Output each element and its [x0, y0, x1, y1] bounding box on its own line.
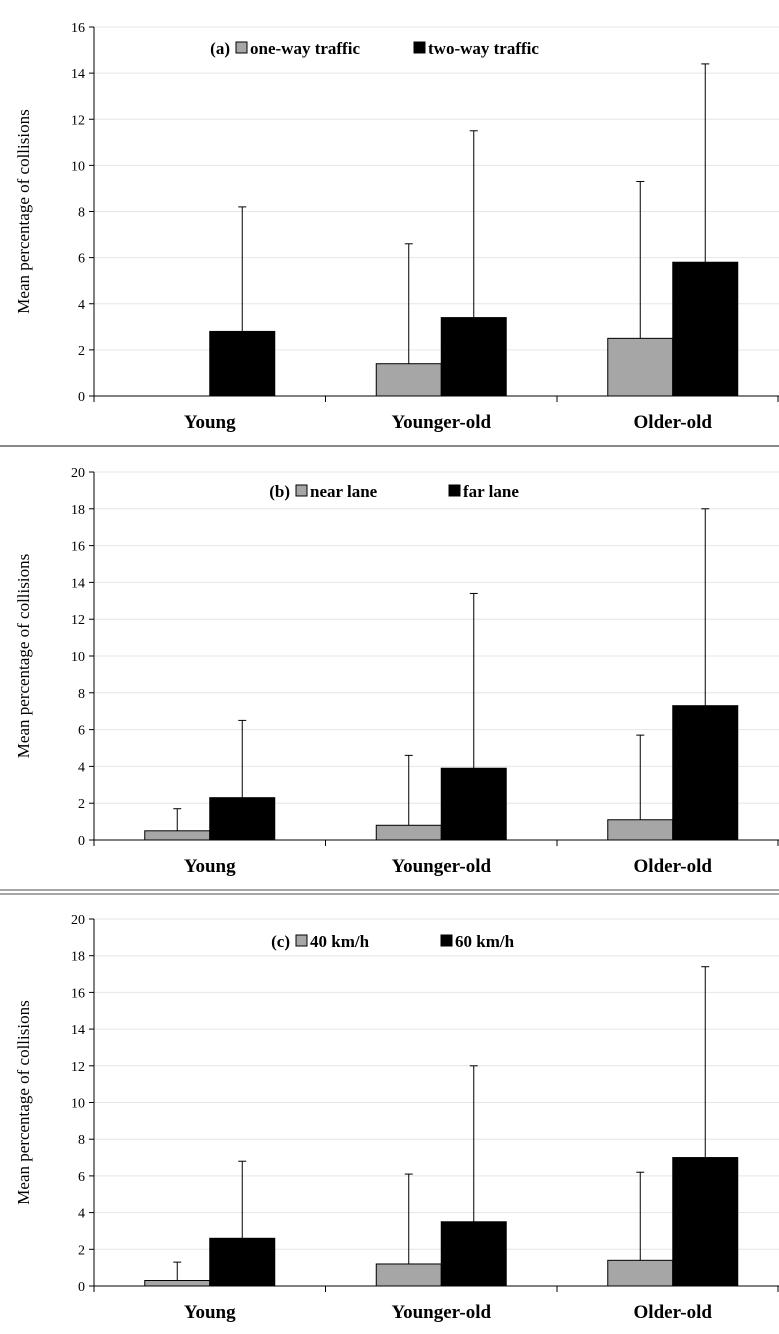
panel-b-category-label: Younger-old [391, 856, 491, 877]
panel-c-legend-swatch [295, 934, 308, 947]
panel-b-y-tick-label: 10 [71, 650, 85, 665]
panel-b-bar [440, 767, 507, 841]
panel-c-bar [607, 1259, 674, 1287]
panel-b-y-tick-label: 12 [71, 613, 85, 628]
panel-b-y-tick-label: 16 [71, 540, 85, 555]
panel-c-y-tick-label: 8 [78, 1133, 85, 1148]
panel-c-bar [375, 1263, 442, 1287]
panel-a-y-tick-label: 0 [78, 390, 85, 405]
panel-c-y-tick-label: 0 [78, 1280, 85, 1295]
panel-b-y-tick-label: 0 [78, 834, 85, 849]
panel-a-category-label: Younger-old [391, 412, 491, 433]
panel-b-bar [209, 797, 276, 841]
panel-c-y-tick-label: 2 [78, 1243, 85, 1258]
panel-c-bar [209, 1237, 276, 1287]
panel-a-legend-label: one-way traffic [250, 39, 360, 58]
panel-a-bar [440, 317, 507, 397]
panel-b-y-tick-label: 14 [71, 576, 85, 591]
panel-c-y-tick-label: 16 [71, 986, 85, 1001]
panel-c-category-label: Young [184, 1302, 236, 1323]
panel-c-y-tick-label: 10 [71, 1097, 85, 1112]
panel-a-bar [375, 363, 442, 397]
panel-c-bar [672, 1157, 739, 1287]
panel-c-y-tick-label: 12 [71, 1060, 85, 1075]
panel-a-bar [672, 261, 739, 397]
panel-b-legend-swatch [448, 484, 461, 497]
panel-b-bar [607, 819, 674, 841]
panel-c-panel-label: (c) [271, 932, 290, 951]
panel-c-category-label: Younger-old [391, 1302, 491, 1323]
panel-b-bar [672, 705, 739, 841]
panel-b-y-tick-label: 2 [78, 797, 85, 812]
panel-a-legend-swatch [413, 41, 426, 54]
panel-c-y-tick-label: 4 [78, 1207, 85, 1222]
panel-c-bar [440, 1221, 507, 1287]
panel-c-legend-label: 40 km/h [310, 932, 370, 951]
panel-c-bar [144, 1279, 211, 1287]
panel-a-panel-label: (a) [210, 39, 230, 58]
panel-b-bar [144, 830, 211, 841]
panel-a-y-tick-label: 14 [71, 67, 85, 82]
panel-c-legend-swatch [440, 934, 453, 947]
panel-a-legend-swatch [235, 41, 248, 54]
panel-b-y-tick-label: 18 [71, 503, 85, 518]
panel-c-y-tick-label: 6 [78, 1170, 85, 1185]
panel-b-y-tick-label: 4 [78, 760, 85, 775]
panel-a-y-axis-label: Mean percentage of collisions [14, 109, 33, 313]
panel-b-bar [375, 824, 442, 841]
panel-a-bar [607, 337, 674, 397]
panel-c-y-tick-label: 20 [71, 913, 85, 928]
panel-a-category-label: Older-old [634, 412, 713, 433]
panel-b-y-axis-label: Mean percentage of collisions [14, 554, 33, 758]
panel-c-legend-label: 60 km/h [455, 932, 515, 951]
panel-a-y-tick-label: 4 [78, 298, 85, 313]
panel-b-legend-label: far lane [463, 482, 519, 501]
panel-a-bar [209, 330, 276, 397]
panel-b-y-tick-label: 8 [78, 687, 85, 702]
panel-c-y-tick-label: 18 [71, 950, 85, 965]
panel-a-legend-label: two-way traffic [428, 39, 539, 58]
panel-a-y-tick-label: 10 [71, 159, 85, 174]
panel-c-y-axis-label: Mean percentage of collisions [14, 1000, 33, 1204]
panel-b-legend-label: near lane [310, 482, 378, 501]
panel-a-y-tick-label: 12 [71, 113, 85, 128]
panel-a-y-tick-label: 8 [78, 206, 85, 221]
panel-c-y-tick-label: 14 [71, 1023, 85, 1038]
panel-a-y-tick-label: 6 [78, 252, 85, 267]
panel-b-legend-swatch [295, 484, 308, 497]
panel-b-category-label: Young [184, 856, 236, 877]
panel-b-y-tick-label: 20 [71, 466, 85, 481]
panel-b-category-label: Older-old [634, 856, 713, 877]
panel-c-category-label: Older-old [634, 1302, 713, 1323]
panel-a-y-tick-label: 16 [71, 21, 85, 36]
panel-b-panel-label: (b) [269, 482, 290, 501]
panel-b-y-tick-label: 6 [78, 724, 85, 739]
panel-a-y-tick-label: 2 [78, 344, 85, 359]
panel-a-category-label: Young [184, 412, 236, 433]
